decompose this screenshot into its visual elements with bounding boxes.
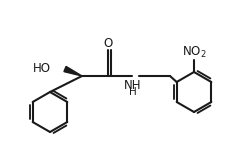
Text: NH: NH [124, 79, 142, 92]
Text: H: H [129, 87, 137, 97]
Polygon shape [64, 66, 82, 76]
Text: HO: HO [33, 61, 51, 75]
Text: O: O [103, 36, 113, 49]
Text: NO$_2$: NO$_2$ [182, 44, 206, 60]
